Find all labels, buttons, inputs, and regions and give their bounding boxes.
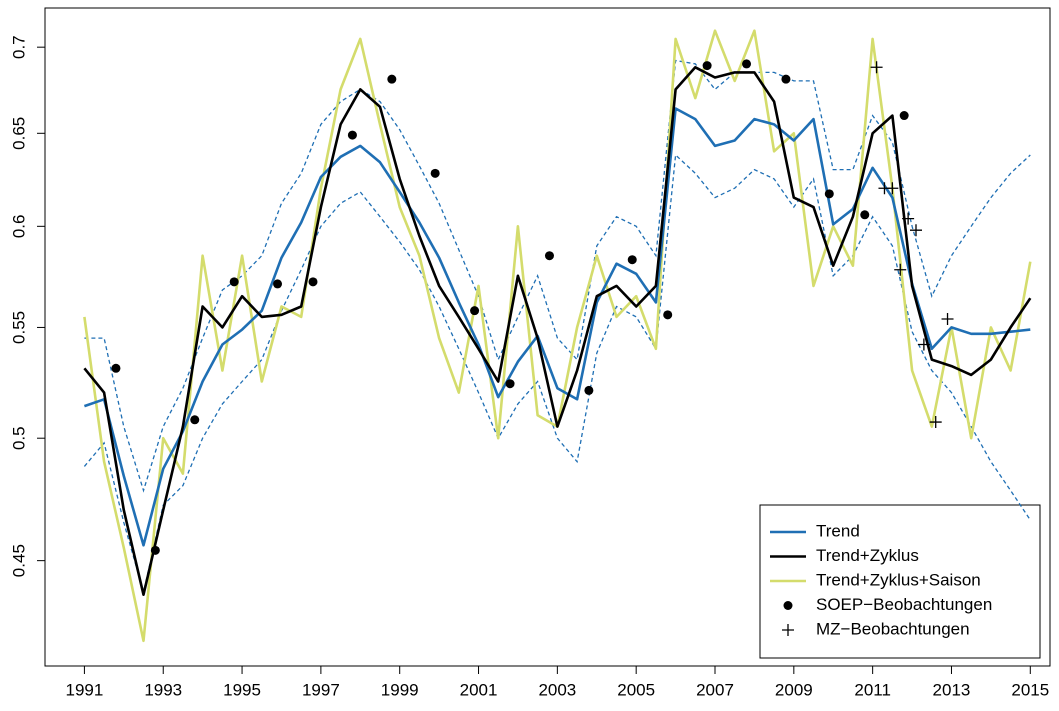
obs-dot xyxy=(505,379,515,389)
obs-dot xyxy=(899,111,909,121)
obs-dot xyxy=(544,251,554,261)
y-tick-label: 0.6 xyxy=(9,215,28,239)
obs-plus xyxy=(917,338,930,351)
y-tick-label: 0.55 xyxy=(9,311,28,344)
legend-label: Trend xyxy=(816,521,860,540)
series-line xyxy=(83,107,1031,547)
series-line xyxy=(83,66,1032,596)
x-tick-label: 2013 xyxy=(933,680,971,699)
obs-dot xyxy=(584,385,594,395)
obs-dot xyxy=(860,210,870,220)
legend-swatch xyxy=(782,624,794,636)
obs-dot xyxy=(190,415,200,425)
obs-plus xyxy=(902,212,915,225)
obs-dot xyxy=(229,277,239,287)
x-tick-label: 2001 xyxy=(460,680,498,699)
obs-dot xyxy=(627,255,637,265)
x-tick-label: 2007 xyxy=(696,680,734,699)
band-line xyxy=(84,59,1031,493)
x-tick-label: 2005 xyxy=(617,680,655,699)
obs-plus xyxy=(929,416,942,429)
obs-dot xyxy=(308,277,318,287)
obs-plus xyxy=(910,224,922,237)
x-tick-label: 2015 xyxy=(1011,680,1049,699)
obs-dot xyxy=(470,306,480,316)
y-tick-label: 0.45 xyxy=(9,544,28,577)
legend-swatch xyxy=(783,601,793,610)
y-tick-label: 0.65 xyxy=(9,117,28,150)
x-tick-label: 1997 xyxy=(302,680,340,699)
y-tick-label: 0.7 xyxy=(9,35,28,59)
legend-box xyxy=(759,504,1041,659)
x-tick-label: 1995 xyxy=(223,680,261,699)
obs-dot xyxy=(387,74,397,84)
x-tick-label: 2003 xyxy=(538,680,576,699)
obs-dot xyxy=(273,279,283,289)
obs-plus xyxy=(894,263,907,276)
obs-dot xyxy=(702,61,712,71)
obs-plus xyxy=(941,313,954,326)
obs-dot xyxy=(781,74,791,84)
x-tick-label: 2011 xyxy=(854,680,891,699)
obs-dot xyxy=(150,545,160,555)
obs-dot xyxy=(663,310,673,320)
obs-dot xyxy=(430,168,440,178)
obs-dot xyxy=(824,189,834,199)
x-tick-label: 2009 xyxy=(775,680,813,699)
plot-frame xyxy=(44,7,1051,667)
legend-label: MZ−Beobachtungen xyxy=(816,619,970,638)
obs-dot xyxy=(347,130,357,140)
legend-label: Trend+Zyklus+Saison xyxy=(816,570,981,589)
obs-plus xyxy=(886,182,899,195)
x-tick-label: 1991 xyxy=(65,680,103,699)
y-tick-label: 0.5 xyxy=(9,426,28,450)
obs-dot xyxy=(742,59,752,69)
legend-label: SOEP−Beobachtungen xyxy=(816,595,992,614)
legend-label: Trend+Zyklus xyxy=(816,546,919,565)
band-line xyxy=(83,153,1031,593)
x-tick-label: 1999 xyxy=(381,680,419,699)
obs-dot xyxy=(111,363,121,373)
x-tick-label: 1993 xyxy=(144,680,182,699)
obs-plus xyxy=(870,61,883,74)
